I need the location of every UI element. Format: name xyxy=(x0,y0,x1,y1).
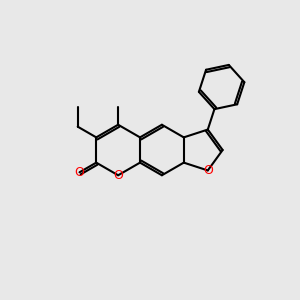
Text: O: O xyxy=(113,169,123,182)
Text: O: O xyxy=(203,164,213,177)
Text: O: O xyxy=(75,166,85,179)
